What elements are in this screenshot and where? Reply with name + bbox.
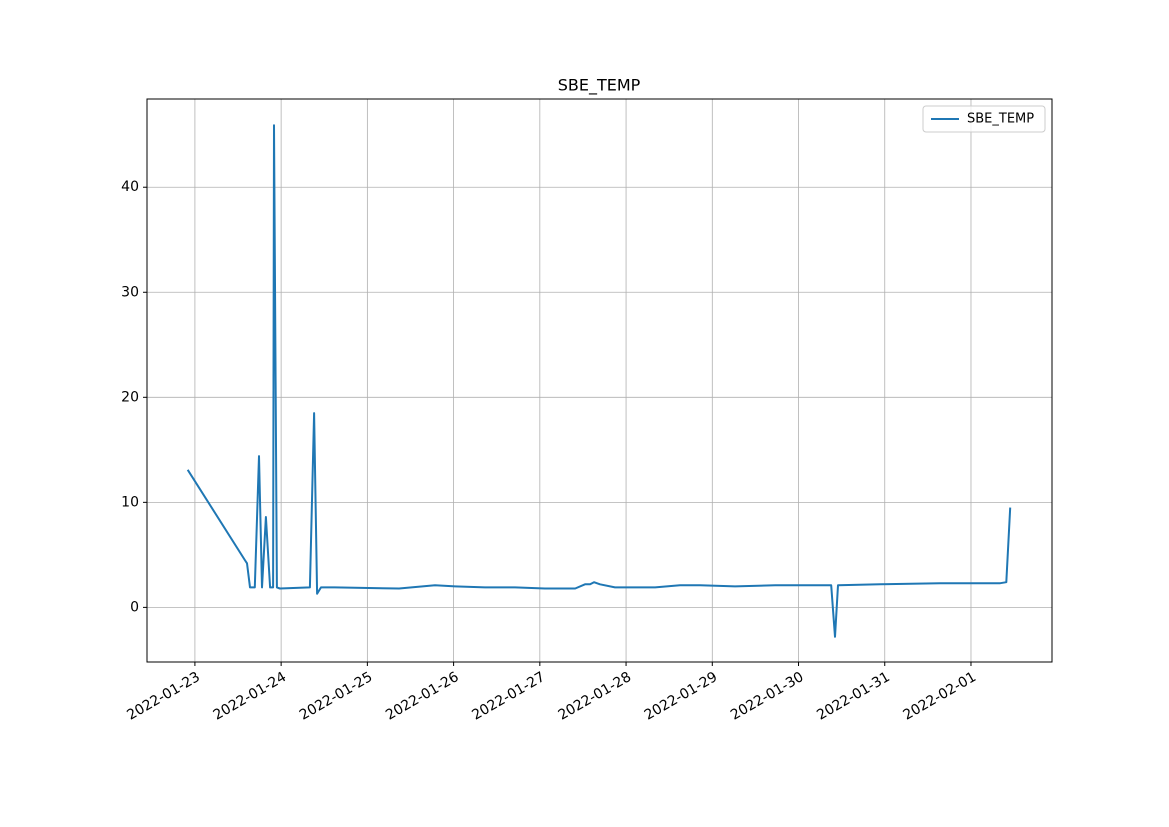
y-tick-label: 30 [121, 284, 139, 300]
y-tick-label: 40 [121, 179, 139, 195]
plot-frame [146, 98, 1053, 663]
data-line [186, 124, 1012, 638]
y-tick-label: 10 [121, 494, 139, 510]
legend-box [922, 105, 1046, 133]
y-tick-label: 20 [121, 389, 139, 405]
legend-label: SBE_TEMP [967, 112, 1034, 127]
y-tick-label: 0 [130, 599, 139, 615]
chart-title: SBE_TEMP [558, 76, 641, 96]
